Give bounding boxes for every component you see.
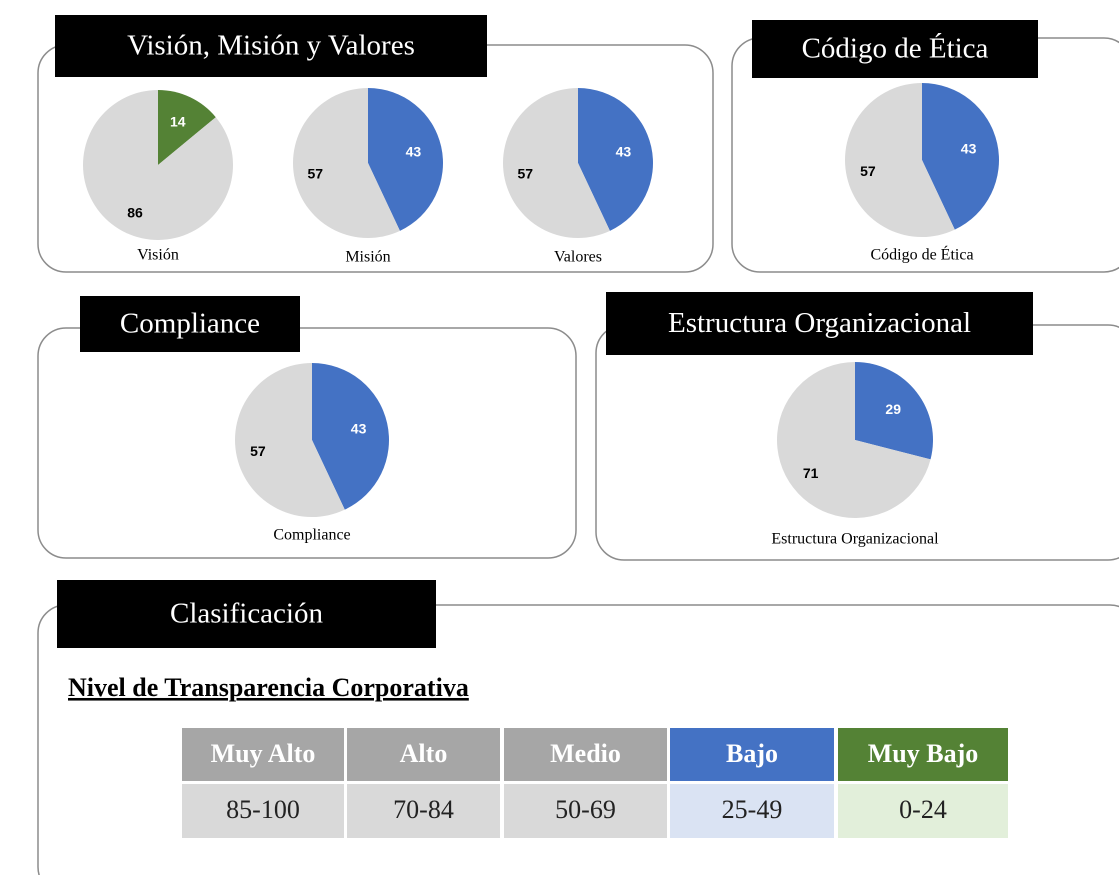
- pie-slice: [777, 362, 931, 518]
- header-cell: [670, 728, 834, 781]
- slice-label: 29: [885, 401, 901, 417]
- pie-slice: [855, 362, 934, 460]
- pie-caption: Estructura Organizacional: [771, 531, 939, 548]
- header-text: Muy Bajo: [868, 739, 979, 768]
- panel-title: Código de Ética: [802, 32, 989, 65]
- pie-slice: [83, 90, 234, 240]
- panel-title: Visión, Misión y Valores: [127, 30, 415, 62]
- pie-slice: [578, 88, 653, 231]
- cell-text: 0-24: [899, 795, 947, 824]
- pie-slice: [235, 363, 345, 517]
- table-cell: [838, 784, 1008, 838]
- panel-title: Clasificación: [170, 598, 324, 630]
- slice-label: 86: [127, 205, 143, 221]
- pie-caption: Código de Ética: [870, 245, 973, 264]
- panel-title: Estructura Organizacional: [668, 307, 971, 339]
- table-cell: [182, 784, 344, 838]
- slice-label: 43: [616, 144, 632, 160]
- table-cell: [670, 784, 834, 838]
- header-cell: [504, 728, 667, 781]
- slice-label: 57: [860, 163, 876, 179]
- header-cell: [182, 728, 344, 781]
- cell-text: 85-100: [226, 795, 300, 824]
- slice-label: 71: [803, 465, 819, 481]
- panel-title-box: [606, 292, 1033, 355]
- pie-slice: [368, 88, 444, 231]
- table-cell: [347, 784, 500, 838]
- pie-caption: Visión: [137, 247, 179, 264]
- cell-text: 25-49: [722, 795, 783, 824]
- panel-title: Compliance: [120, 308, 260, 340]
- slice-label: 43: [406, 144, 422, 160]
- pie-slice: [503, 88, 610, 238]
- panel-title-box: [80, 296, 300, 352]
- table-title: Nivel de Transparencia Corporativa: [68, 673, 469, 702]
- table-cell: [504, 784, 667, 838]
- panel-title-box: [55, 15, 487, 77]
- pie-slice: [845, 83, 955, 237]
- header-text: Bajo: [726, 739, 778, 768]
- pie-caption: Misión: [345, 249, 390, 266]
- header-text: Alto: [400, 739, 448, 768]
- slice-label: 57: [518, 165, 534, 181]
- pie-caption: Valores: [554, 249, 602, 266]
- pie-slice: [158, 90, 216, 165]
- pie-slice: [312, 363, 389, 510]
- panel-title-box: [57, 580, 436, 648]
- slice-label: 57: [308, 165, 324, 181]
- pie-slice: [922, 83, 999, 230]
- slice-label: 14: [170, 114, 186, 130]
- pie-slice: [293, 88, 400, 238]
- slice-label: 43: [961, 140, 977, 156]
- header-cell: [347, 728, 500, 781]
- cell-text: 70-84: [393, 795, 454, 824]
- slice-label: 57: [250, 443, 266, 459]
- cell-text: 50-69: [555, 795, 616, 824]
- slice-label: 43: [351, 420, 367, 436]
- header-text: Medio: [550, 739, 621, 768]
- pie-caption: Compliance: [273, 527, 350, 544]
- header-cell: [838, 728, 1008, 781]
- header-text: Muy Alto: [211, 739, 316, 768]
- panel-title-box: [752, 20, 1038, 78]
